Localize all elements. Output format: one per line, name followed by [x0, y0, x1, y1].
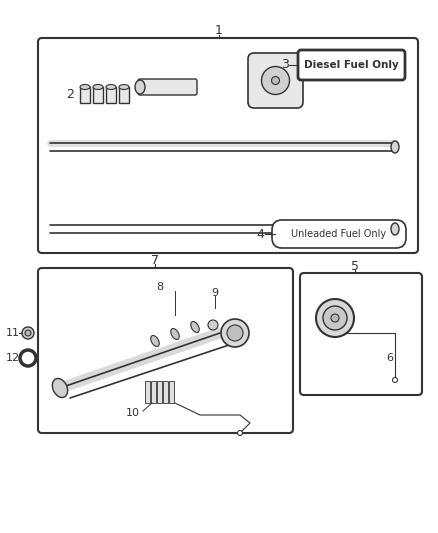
Ellipse shape	[391, 141, 399, 153]
Ellipse shape	[221, 319, 249, 347]
Bar	[106, 87, 116, 103]
Text: 5: 5	[351, 260, 359, 272]
Text: 12: 12	[6, 353, 20, 363]
FancyBboxPatch shape	[38, 38, 418, 253]
Ellipse shape	[171, 328, 179, 340]
Ellipse shape	[23, 353, 33, 363]
Bar	[145, 381, 150, 403]
Bar	[151, 381, 156, 403]
Bar	[93, 87, 103, 103]
Ellipse shape	[323, 306, 347, 330]
Text: 6: 6	[386, 353, 393, 363]
FancyBboxPatch shape	[272, 220, 406, 248]
Ellipse shape	[151, 335, 159, 346]
Text: 7: 7	[151, 254, 159, 268]
Text: 9: 9	[212, 288, 219, 298]
Ellipse shape	[391, 223, 399, 235]
Ellipse shape	[261, 67, 290, 94]
Text: 1: 1	[215, 25, 223, 37]
Bar	[80, 87, 90, 103]
FancyBboxPatch shape	[38, 268, 293, 433]
Ellipse shape	[25, 330, 31, 336]
Bar	[163, 381, 168, 403]
Text: 3: 3	[281, 59, 289, 71]
Ellipse shape	[106, 85, 116, 90]
Text: 2: 2	[66, 88, 74, 101]
FancyBboxPatch shape	[298, 50, 405, 80]
FancyBboxPatch shape	[300, 273, 422, 395]
Ellipse shape	[53, 378, 67, 398]
Ellipse shape	[135, 80, 145, 94]
Ellipse shape	[237, 431, 243, 435]
Bar	[157, 381, 162, 403]
Bar	[169, 381, 174, 403]
Ellipse shape	[93, 85, 103, 90]
Text: 8: 8	[156, 282, 163, 292]
Ellipse shape	[227, 325, 243, 341]
FancyBboxPatch shape	[138, 79, 197, 95]
Ellipse shape	[208, 320, 218, 330]
Bar	[119, 87, 129, 103]
Ellipse shape	[80, 85, 90, 90]
Text: 11: 11	[6, 328, 20, 338]
Text: Diesel Fuel Only: Diesel Fuel Only	[304, 60, 399, 70]
Ellipse shape	[119, 85, 129, 90]
Text: Unleaded Fuel Only: Unleaded Fuel Only	[291, 229, 387, 239]
FancyBboxPatch shape	[248, 53, 303, 108]
Text: 4: 4	[256, 228, 264, 240]
Ellipse shape	[272, 77, 279, 85]
Ellipse shape	[392, 377, 398, 383]
Ellipse shape	[20, 350, 36, 366]
Ellipse shape	[22, 327, 34, 339]
Ellipse shape	[191, 321, 199, 333]
Ellipse shape	[331, 314, 339, 322]
Ellipse shape	[316, 299, 354, 337]
Text: 10: 10	[126, 408, 140, 418]
